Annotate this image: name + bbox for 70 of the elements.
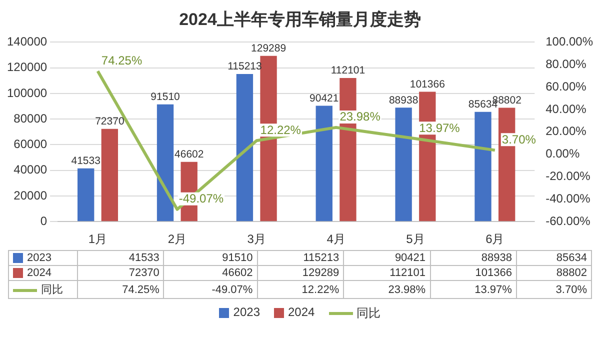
legend-label: 2023	[27, 252, 52, 264]
text: 91510	[222, 252, 253, 264]
text: 90421	[394, 252, 426, 264]
data-label: 112101	[330, 64, 366, 77]
y-tick-label: 80000	[14, 111, 48, 126]
text: 41533	[128, 252, 160, 264]
data-label: 91510	[150, 90, 180, 103]
data-label: 23.98%	[340, 110, 381, 124]
y2-tick-label: 0.00%	[546, 146, 580, 161]
chart-title: 2024上半年专用车销量月度走势	[178, 9, 422, 31]
data-label: 46602	[174, 148, 204, 161]
y2-tick-label: -60.00%	[546, 214, 591, 228]
y-tick-label: 120000	[6, 60, 48, 74]
text: 129289	[302, 267, 340, 279]
y-tick-label: 100000	[6, 86, 48, 100]
text: 同比	[356, 306, 381, 320]
text: 2024	[288, 305, 315, 319]
text: 46602	[222, 267, 253, 279]
text: 112101	[390, 267, 426, 279]
text: 12.22%	[302, 284, 340, 296]
x-tick-label: 6月	[486, 232, 504, 246]
bar	[316, 106, 332, 222]
y2-tick-label: -20.00%	[546, 169, 591, 184]
y2-tick-label: 60.00%	[546, 79, 587, 94]
data-label: 90421	[310, 92, 339, 104]
y2-tick-label: 20.00%	[546, 124, 587, 138]
text: 88802	[556, 267, 587, 279]
y-tick-label: 40000	[14, 162, 48, 177]
bar	[474, 112, 492, 222]
x-tick-label: 5月	[406, 232, 425, 246]
text: 13.97%	[474, 284, 512, 296]
data-label: 101366	[410, 78, 446, 90]
y2-tick-label: 100.00%	[546, 34, 594, 49]
x-tick-label: 2月	[168, 232, 187, 246]
y-tick-label: 0	[40, 214, 48, 228]
bar	[395, 108, 412, 222]
data-label: 72370	[95, 116, 124, 128]
y-tick-label: 140000	[6, 34, 48, 49]
bar	[78, 168, 94, 222]
data-label: 12.22%	[260, 122, 302, 137]
y2-tick-label: 40.00%	[546, 102, 587, 116]
text: 23.98%	[388, 284, 426, 296]
data-label: 129289	[251, 42, 286, 55]
text: 101366	[475, 267, 512, 279]
text: 85634	[556, 252, 587, 264]
data-label: 3.70%	[502, 132, 536, 146]
text: 2023	[233, 305, 260, 319]
y-tick-label: 20000	[14, 188, 48, 202]
bar	[236, 74, 254, 222]
bar	[156, 104, 174, 222]
text: 115213	[303, 252, 340, 264]
bar	[101, 128, 118, 222]
y-tick-label: 60000	[14, 137, 48, 152]
data-label: 13.97%	[419, 120, 460, 135]
data-label: -49.07%	[178, 192, 224, 206]
x-tick-label: 1月	[88, 232, 108, 246]
x-tick-label: 3月	[247, 232, 266, 246]
y2-tick-label: 80.00%	[546, 56, 587, 71]
y2-tick-label: -40.00%	[546, 191, 591, 206]
legend-label: 同比	[41, 284, 63, 296]
text: 72370	[128, 267, 160, 279]
x-tick-label: 4月	[326, 232, 346, 246]
legend-label: 2024	[27, 267, 52, 279]
data-label: 88938	[388, 94, 418, 106]
text: -49.07%	[212, 284, 253, 296]
text: 3.70%	[556, 284, 587, 296]
text: 74.25%	[122, 284, 160, 296]
text: 88938	[481, 252, 512, 264]
data-label: 74.25%	[101, 53, 142, 68]
data-label: 41533	[71, 155, 101, 168]
